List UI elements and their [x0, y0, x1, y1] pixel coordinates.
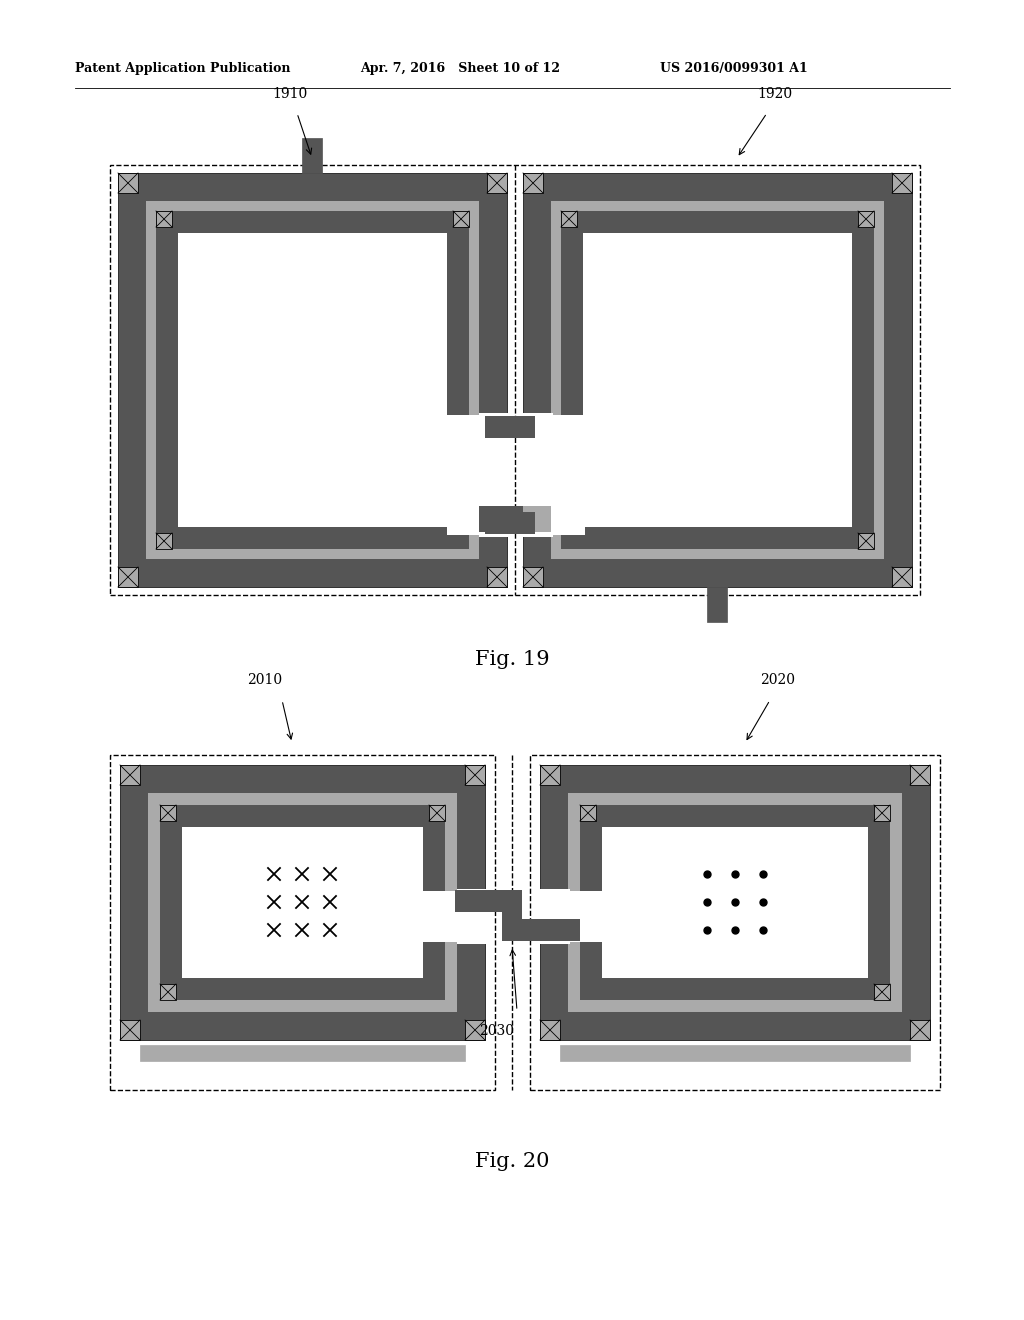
Bar [118, 173, 507, 587]
Bar [523, 568, 543, 587]
Bar [910, 1020, 930, 1040]
Text: US 2016/0099301 A1: US 2016/0099301 A1 [660, 62, 808, 75]
Bar [551, 414, 585, 536]
Bar [568, 891, 604, 941]
Bar [523, 173, 912, 587]
Bar [160, 805, 445, 1001]
Text: Patent Application Publication: Patent Application Publication [75, 62, 291, 75]
Bar [479, 506, 542, 532]
Bar [540, 766, 930, 1040]
Bar [146, 201, 479, 558]
Bar [182, 828, 423, 978]
Bar [487, 173, 507, 193]
Text: Fig. 19: Fig. 19 [475, 649, 549, 669]
Bar [561, 211, 874, 549]
Bar [520, 919, 580, 941]
Bar [523, 173, 543, 193]
Bar [530, 755, 940, 1090]
Bar [540, 766, 560, 785]
Bar [118, 173, 138, 193]
Bar [523, 506, 551, 532]
Bar [479, 506, 542, 532]
Bar [148, 793, 457, 1012]
Bar [874, 805, 890, 821]
Text: 1910: 1910 [272, 87, 307, 102]
Bar [118, 568, 138, 587]
Bar [148, 793, 457, 1012]
Bar [560, 1045, 910, 1061]
Text: Apr. 7, 2016   Sheet 10 of 12: Apr. 7, 2016 Sheet 10 of 12 [360, 62, 560, 75]
Bar [561, 211, 874, 549]
Bar [551, 201, 884, 558]
Bar [110, 755, 495, 1090]
Bar [568, 793, 902, 1012]
Bar [874, 983, 890, 1001]
Bar [160, 805, 445, 1001]
Bar [707, 587, 727, 622]
Bar [580, 805, 596, 821]
Text: 2030: 2030 [479, 1024, 514, 1038]
Bar [485, 416, 535, 438]
Bar [302, 139, 322, 173]
Text: 2010: 2010 [247, 673, 283, 686]
Bar [423, 891, 459, 941]
Bar [156, 211, 469, 549]
Bar [602, 828, 868, 978]
Bar [892, 173, 912, 193]
Text: 2020: 2020 [760, 673, 795, 686]
Bar [429, 805, 445, 821]
Bar [110, 165, 920, 595]
Bar [120, 766, 485, 1040]
Bar [178, 234, 447, 527]
Bar [540, 1020, 560, 1040]
Bar [140, 1045, 465, 1061]
Bar [479, 413, 509, 537]
Bar [858, 533, 874, 549]
Bar [156, 211, 172, 227]
Bar [540, 888, 570, 944]
Bar [892, 568, 912, 587]
Bar [910, 766, 930, 785]
Bar [160, 983, 176, 1001]
Bar [502, 890, 522, 941]
Bar [551, 201, 884, 558]
Bar [156, 211, 469, 549]
Bar [583, 234, 852, 527]
Bar [487, 568, 507, 587]
Bar [580, 805, 890, 1001]
Bar [485, 512, 535, 535]
Bar [580, 805, 890, 1001]
Bar [568, 793, 902, 1012]
Bar [523, 413, 553, 537]
Bar [160, 805, 176, 821]
Bar [455, 890, 515, 912]
Text: 1920: 1920 [757, 87, 793, 102]
Bar [453, 211, 469, 227]
Bar [447, 414, 481, 536]
Bar [858, 211, 874, 227]
Bar [561, 211, 577, 227]
Bar [156, 533, 172, 549]
Bar [457, 888, 487, 944]
Bar [465, 1020, 485, 1040]
Bar [120, 766, 140, 785]
Bar [465, 766, 485, 785]
Bar [146, 201, 479, 558]
Bar [120, 1020, 140, 1040]
Text: Fig. 20: Fig. 20 [475, 1152, 549, 1171]
